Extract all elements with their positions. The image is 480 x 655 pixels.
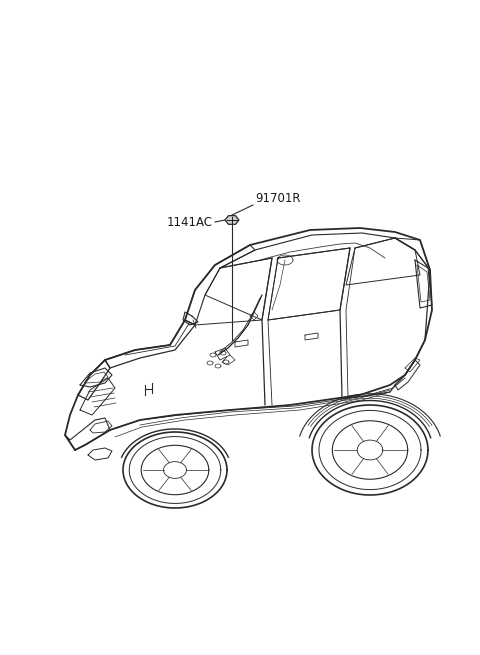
Text: 1141AC: 1141AC bbox=[167, 215, 213, 229]
Text: 91701R: 91701R bbox=[255, 192, 300, 205]
Polygon shape bbox=[225, 215, 239, 224]
